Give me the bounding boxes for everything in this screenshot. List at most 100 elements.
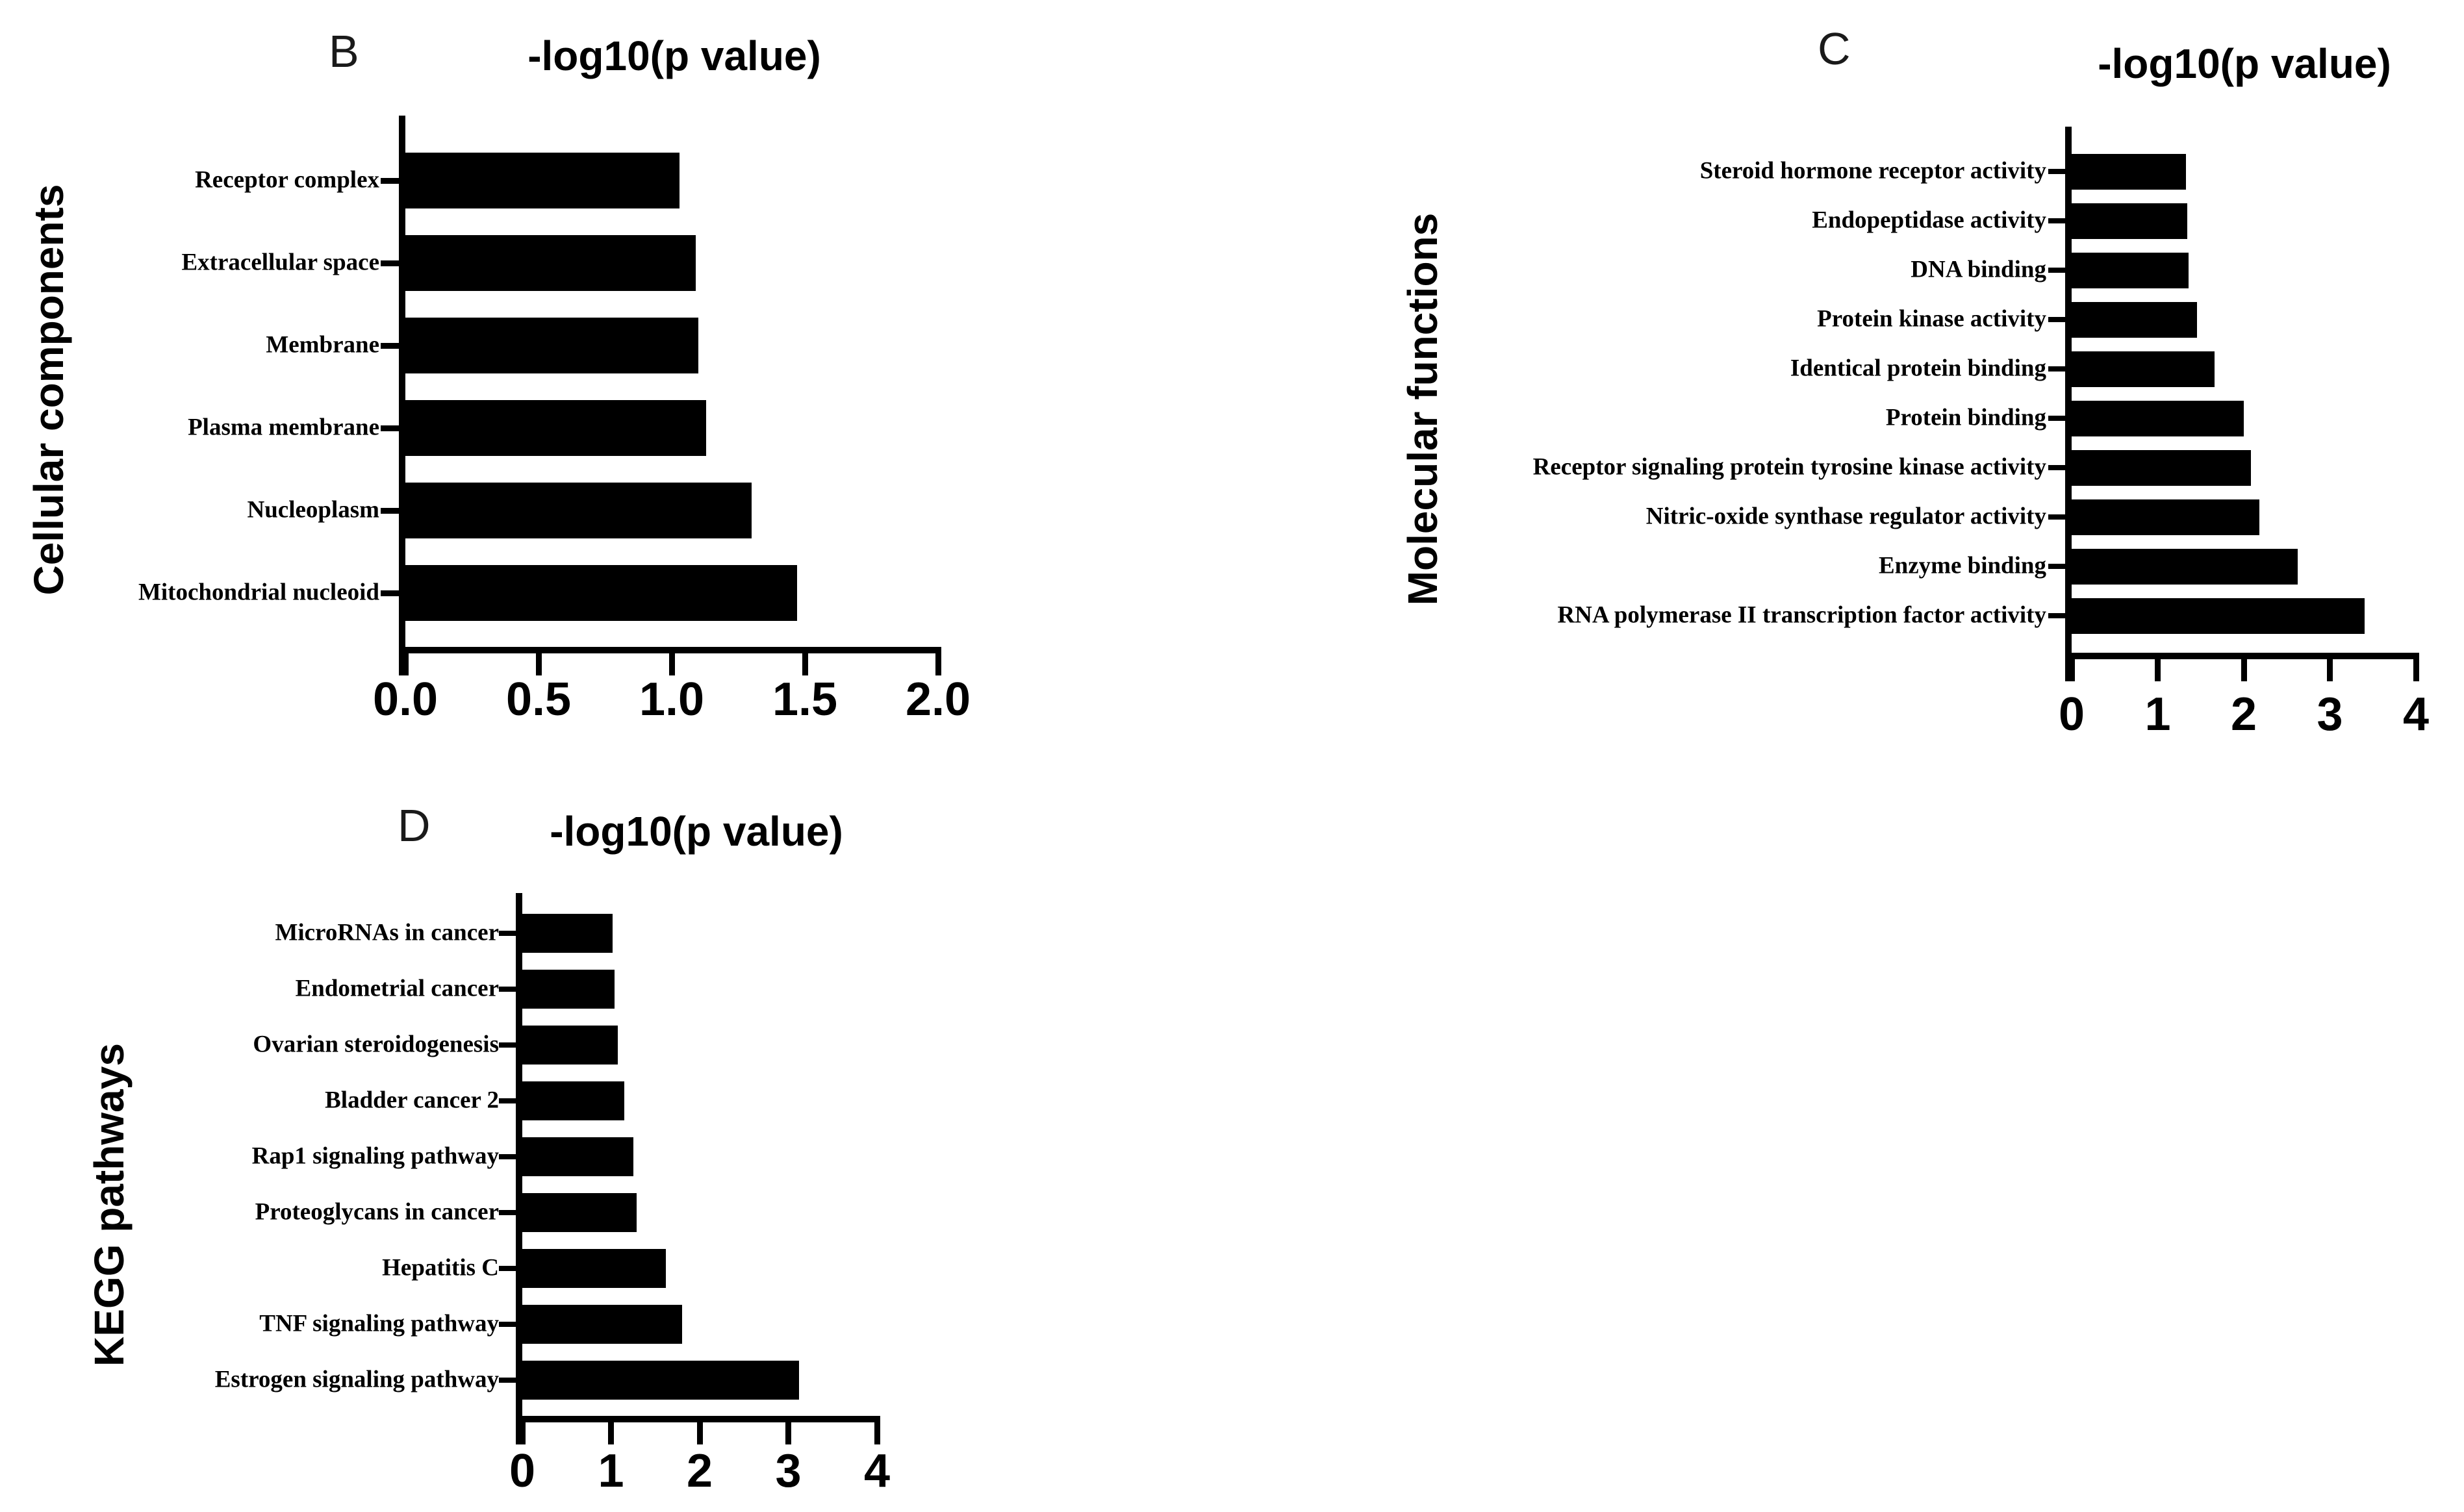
category-tick <box>499 1098 518 1103</box>
bar <box>2072 153 2187 190</box>
bar <box>2072 203 2187 239</box>
y-axis-line <box>516 893 522 1444</box>
category-label: Bladder cancer 2 <box>325 1087 499 1114</box>
category-label: Estrogen signaling pathway <box>214 1366 499 1393</box>
bar <box>522 1026 618 1065</box>
category-tick <box>2048 317 2068 322</box>
category-label: Rap1 signaling pathway <box>251 1142 499 1170</box>
category-label: DNA binding <box>1911 256 2046 283</box>
category-label: Endopeptidase activity <box>1812 207 2046 234</box>
category-tick <box>2048 169 2068 174</box>
bar <box>2072 301 2198 338</box>
category-tick <box>2048 366 2068 372</box>
x-axis-tick <box>2241 653 2247 681</box>
x-axis-tick-label: 0 <box>509 1445 536 1497</box>
x-axis-tick <box>696 1416 703 1444</box>
bar <box>522 1305 682 1344</box>
x-axis-tick <box>2327 653 2333 681</box>
bar <box>2072 351 2215 387</box>
bar <box>2072 598 2365 634</box>
category-label: RNA polymerase II transcription factor a… <box>1557 601 2046 629</box>
category-label: Mitochondrial nucleoid <box>138 579 379 606</box>
category-label: Ovarian steroidogenesis <box>253 1031 499 1058</box>
panel-b-title: -log10(p value) <box>527 32 821 79</box>
category-label: TNF signaling pathway <box>259 1310 499 1337</box>
panel-c-title: -log10(p value) <box>2098 40 2391 87</box>
bar <box>405 235 696 291</box>
x-axis-tick-label: 1.0 <box>639 674 705 725</box>
category-tick <box>2048 218 2068 223</box>
category-tick <box>499 1322 518 1327</box>
panel-d-title: -log10(p value) <box>550 808 843 855</box>
category-label: Receptor signaling protein tyrosine kina… <box>1532 453 2046 481</box>
bar <box>522 1361 799 1400</box>
category-label: Protein kinase activity <box>1817 305 2046 333</box>
x-axis-tick-label: 0.0 <box>372 674 438 725</box>
bar <box>522 1137 633 1176</box>
category-tick <box>499 1266 518 1271</box>
category-tick <box>381 260 401 266</box>
x-axis-tick <box>519 1416 526 1444</box>
bar <box>2072 400 2244 436</box>
x-axis-tick-label: 2.0 <box>905 674 971 725</box>
bar <box>522 970 615 1009</box>
y-axis-line <box>2065 127 2072 681</box>
category-tick <box>381 177 401 184</box>
bar <box>2072 499 2259 535</box>
bar <box>405 565 797 621</box>
x-axis-tick <box>608 1416 614 1444</box>
x-axis-tick-label: 1 <box>598 1445 624 1497</box>
panel-letter-c: C <box>1818 23 1851 74</box>
x-axis-tick-label: 3 <box>775 1445 802 1497</box>
category-tick <box>2048 564 2068 569</box>
bar <box>2072 548 2298 585</box>
category-tick <box>499 987 518 992</box>
x-axis-tick <box>2068 653 2075 681</box>
x-axis-tick <box>2413 653 2419 681</box>
category-tick <box>2048 416 2068 421</box>
bar <box>522 1081 624 1120</box>
y-axis-line <box>399 116 405 675</box>
bar <box>522 914 613 953</box>
x-axis-tick-label: 0 <box>2058 688 2085 740</box>
x-axis-tick-label: 3 <box>2317 688 2343 740</box>
category-tick <box>499 931 518 936</box>
x-axis-tick <box>802 647 808 675</box>
bar <box>405 153 680 208</box>
panel-letter-d: D <box>398 800 431 851</box>
category-tick <box>2048 268 2068 273</box>
bar <box>522 1193 637 1232</box>
category-tick <box>2048 514 2068 520</box>
category-label: Enzyme binding <box>1878 552 2046 579</box>
category-label: Nucleoplasm <box>247 496 380 523</box>
category-label: Hepatitis C <box>382 1254 499 1281</box>
panel-letter-b: B <box>329 26 359 77</box>
category-label: Plasma membrane <box>188 414 379 441</box>
category-label: Receptor complex <box>195 166 379 194</box>
category-label: Extracellular space <box>181 249 379 276</box>
bar <box>405 318 698 373</box>
bar <box>522 1249 667 1288</box>
category-tick <box>2048 465 2068 470</box>
category-tick <box>499 1154 518 1159</box>
category-label: MicroRNAs in cancer <box>275 919 499 946</box>
x-axis-tick-label: 1.5 <box>772 674 838 725</box>
bar <box>2072 252 2189 288</box>
x-axis-tick <box>2155 653 2161 681</box>
category-tick <box>499 1210 518 1215</box>
category-tick <box>2048 613 2068 618</box>
x-axis-tick <box>874 1416 880 1444</box>
category-label: Nitric-oxide synthase regulator activity <box>1645 503 2046 530</box>
x-axis-tick <box>935 647 941 675</box>
category-tick <box>499 1042 518 1048</box>
category-label: Proteoglycans in cancer <box>255 1198 499 1226</box>
x-axis-tick <box>535 647 542 675</box>
category-label: Endometrial cancer <box>295 975 499 1002</box>
x-axis-tick-label: 0.5 <box>505 674 572 725</box>
x-axis-tick <box>402 647 409 675</box>
category-tick <box>381 342 401 349</box>
category-label: Membrane <box>266 331 379 359</box>
x-axis-tick <box>785 1416 791 1444</box>
x-axis-tick-label: 2 <box>686 1445 713 1497</box>
